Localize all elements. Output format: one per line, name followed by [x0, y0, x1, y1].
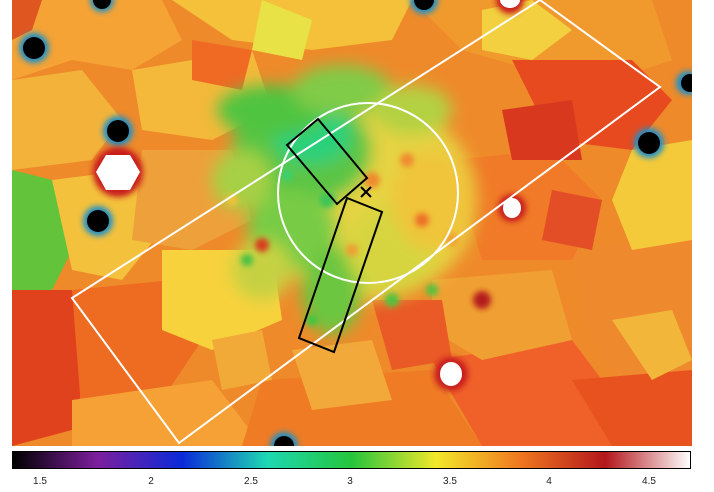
- colorbar-tick-label: 2.5: [244, 476, 258, 487]
- central-circle-region: [277, 102, 459, 284]
- center-cross-marker: [360, 186, 372, 198]
- source-dark: [634, 128, 664, 158]
- source-bright: [498, 194, 526, 222]
- colorbar-tick-label: 2: [148, 476, 154, 487]
- slit-lower: [297, 196, 384, 354]
- source-dark: [103, 116, 133, 146]
- colorbar-tick-label: 3.5: [443, 476, 457, 487]
- source-bright: [434, 357, 468, 391]
- colorbar-tick-label: 1.5: [33, 476, 47, 487]
- map-canvas: [12, 0, 692, 446]
- source-dark: [19, 33, 49, 63]
- colorbar-tick-label: 4.5: [642, 476, 656, 487]
- slit-upper: [285, 117, 369, 206]
- source-bright: [496, 0, 524, 14]
- source-bright: [93, 147, 143, 197]
- source-dark: [90, 0, 114, 12]
- colorbar-tick-label: 3: [347, 476, 353, 487]
- region-overlays: [70, 0, 662, 445]
- colorbar: [12, 451, 691, 469]
- spectral-index-map: [12, 0, 692, 446]
- source-dark: [410, 0, 438, 14]
- source-dark: [270, 432, 298, 446]
- point-sources: [19, 0, 692, 446]
- source-dark: [83, 206, 113, 236]
- colorbar-tick-label: 4: [546, 476, 552, 487]
- outer-rectangle-region: [70, 0, 662, 445]
- source-dark: [676, 71, 692, 95]
